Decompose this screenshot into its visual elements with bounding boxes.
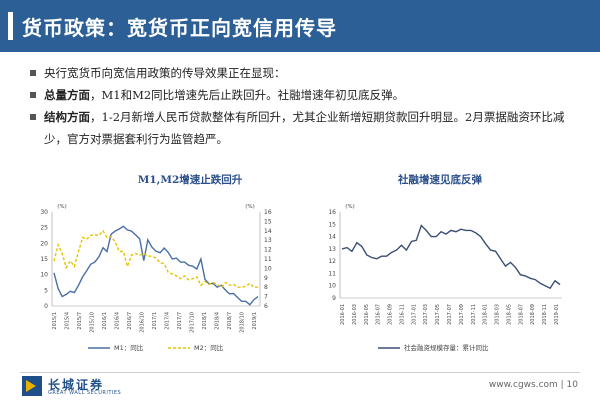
y-tick-label: 15	[328, 221, 336, 228]
x-tick-label: 2018-07	[518, 304, 524, 325]
y-tick-right-label: 10	[264, 265, 272, 272]
y-tick-right-label: 6	[264, 303, 268, 310]
y-tick-left-label: 5	[44, 287, 48, 294]
social-financing-chart: (%) 9 10 11 12 13 14 15 16 2016-01 2016-03 2016-05 2…	[328, 204, 562, 352]
y-tick-left-label: 30	[40, 209, 48, 216]
series-line-social	[341, 224, 561, 290]
y-tick-left-label: 10	[40, 272, 48, 279]
x-tick-label: 2017/4	[165, 312, 171, 330]
x-tick-label: 2018-11	[542, 304, 548, 325]
x-tick-label: 2015/7	[77, 312, 83, 330]
logo-name-en: GREAT WALL SECURITIES	[48, 390, 122, 396]
axis-unit: (%)	[345, 204, 355, 210]
x-tick-label: 2018/1	[202, 312, 208, 330]
x-tick-label: 2018-05	[506, 304, 512, 325]
y-tick-right-label: 13	[264, 237, 272, 244]
y-tick-label: 12	[328, 258, 336, 265]
x-tick-label: 2015/10	[90, 312, 96, 333]
right-axis-unit: (%)	[245, 204, 255, 210]
x-tick-label: 2018-09	[530, 304, 536, 325]
y-tick-left-label: 25	[40, 225, 48, 232]
x-tick-label: 2016/10	[140, 312, 146, 333]
x-tick-label: 2017-07	[447, 304, 453, 325]
y-tick-right-label: 8	[264, 284, 268, 291]
series-line-m2	[53, 229, 258, 289]
x-tick-label: 2018/10	[240, 312, 246, 333]
bullet-item-3: 结构方面，1-2月新增人民币贷款整体有所回升，尤其企业新增短期贷款回升明显。2月…	[30, 106, 585, 150]
x-tick-label: 2018/4	[215, 312, 221, 330]
legend-m1-label: M1：同比	[114, 343, 144, 352]
x-tick-label: 2017-01	[411, 304, 417, 325]
bullet-bold: 总量方面	[44, 88, 90, 102]
y-tick-label: 9	[332, 295, 336, 302]
x-tick-label: 2017/10	[190, 312, 196, 333]
x-tick-label: 2015/4	[65, 312, 71, 330]
chart-1-title: M1,M2增速止跌回升	[137, 174, 243, 186]
legend-social-label: 社会融资规模存量：累计同比	[404, 343, 489, 352]
x-tick-label: 2015/1	[52, 312, 58, 330]
y-tick-right-label: 7	[264, 294, 268, 301]
x-tick-label: 2017/7	[177, 312, 183, 330]
page-title: 货币政策：宽货币正向宽信用传导	[22, 16, 337, 40]
y-tick-right-label: 9	[264, 275, 268, 282]
x-tick-label: 2016/7	[127, 312, 133, 330]
m1-m2-chart: (%) (%) 0 5 10 15 20 25 30 6 7 8 9 10 11 12 13 14 15 16 2015…	[40, 204, 272, 352]
bullet-text: ，M1和M2同比增速先后止跌回升。社融增速年初见底反弹。	[90, 88, 405, 102]
bullet-text: 央行宽货币向宽信用政策的传导效果正在显现：	[44, 66, 286, 80]
y-tick-label: 11	[328, 270, 336, 277]
series-line-m1	[53, 225, 259, 306]
bullet-list: 央行宽货币向宽信用政策的传导效果正在显现： 总量方面，M1和M2同比增速先后止跌…	[30, 62, 585, 150]
x-tick-label: 2016/1	[102, 312, 108, 330]
legend-m2-label: M2：同比	[194, 343, 224, 352]
company-logo: 长城证券 GREAT WALL SECURITIES	[22, 376, 132, 398]
bullet-bold: 结构方面	[44, 110, 90, 124]
x-tick-label: 2016-01	[340, 304, 346, 325]
chart-2-title: 社融增速见底反弹	[398, 174, 482, 186]
bullet-item-1: 央行宽货币向宽信用政策的传导效果正在显现：	[30, 62, 585, 84]
left-axis-unit: (%)	[57, 204, 67, 210]
footer-divider	[20, 372, 580, 373]
y-tick-right-label: 12	[264, 247, 272, 254]
y-tick-label: 16	[328, 209, 336, 216]
bullet-square-icon	[30, 92, 36, 98]
x-tick-label: 2018/7	[227, 312, 233, 330]
x-tick-label: 2016-09	[388, 304, 394, 325]
logo-name-cn: 长城证券	[48, 378, 105, 392]
x-tick-label: 2017-03	[423, 304, 429, 325]
x-tick-label: 2016-03	[352, 304, 358, 325]
y-tick-label: 14	[328, 234, 336, 241]
x-tick-label: 2017-05	[435, 304, 441, 325]
x-tick-label: 2016/4	[115, 312, 121, 330]
x-tick-label: 2017-11	[471, 304, 477, 325]
bullet-square-icon	[30, 70, 36, 76]
title-accent	[8, 12, 13, 40]
y-tick-label: 10	[328, 283, 336, 290]
x-tick-label: 2017-09	[459, 304, 465, 325]
x-tick-label: 2016-11	[399, 304, 405, 325]
y-tick-right-label: 16	[264, 209, 272, 216]
x-tick-label: 2019-01	[554, 304, 560, 325]
y-tick-left-label: 20	[40, 240, 48, 247]
x-tick-label: 2018-03	[495, 304, 501, 325]
logo-mark-icon	[22, 376, 42, 396]
y-tick-right-label: 14	[264, 228, 272, 235]
x-tick-label: 2016-07	[376, 304, 382, 325]
x-tick-label: 2016-05	[364, 304, 370, 325]
bullet-text: ，1-2月新增人民币贷款整体有所回升，尤其企业新增短期贷款回升明显。2月票据融资…	[44, 110, 565, 146]
y-tick-label: 13	[328, 246, 336, 253]
x-tick-label: 2018-01	[483, 304, 489, 325]
y-tick-right-label: 15	[264, 218, 272, 225]
x-tick-label: 2019/1	[252, 312, 258, 330]
y-tick-left-label: 0	[44, 303, 48, 310]
bullet-square-icon	[30, 114, 36, 120]
x-tick-label: 2017/1	[152, 312, 158, 330]
bullet-item-2: 总量方面，M1和M2同比增速先后止跌回升。社融增速年初见底反弹。	[30, 84, 585, 106]
y-tick-left-label: 15	[40, 256, 48, 263]
title-bar: 货币政策：宽货币正向宽信用传导	[0, 0, 600, 52]
page-footer: www.cgws.com | 10	[488, 380, 578, 390]
y-tick-right-label: 11	[264, 256, 272, 263]
